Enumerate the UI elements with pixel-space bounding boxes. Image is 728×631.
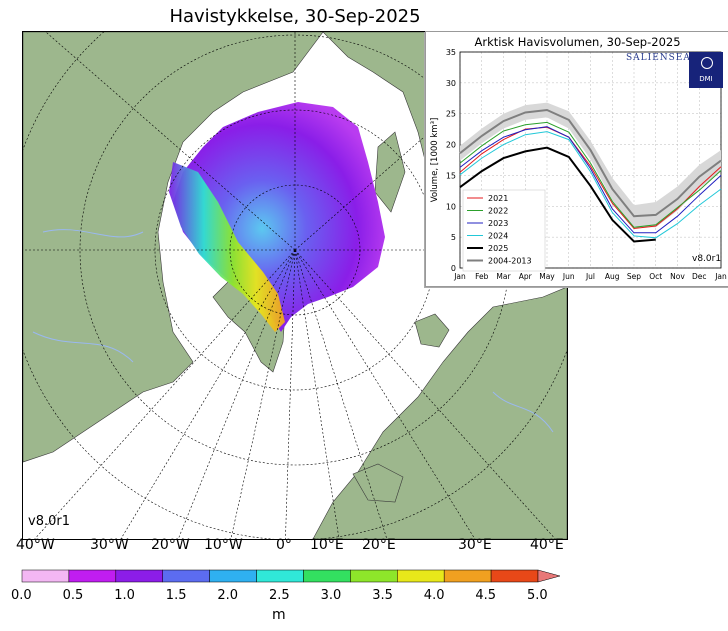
colorbar-cell-3 (162, 569, 210, 583)
x-tick-label: Mar (496, 272, 511, 281)
volume-inset-chart: Arktisk Havisvolumen, 30-Sep-2025 0 5 10 15… (425, 31, 728, 287)
legend-label-2022: 2022 (488, 207, 508, 216)
colorbar-tick-label: 2.5 (269, 588, 290, 603)
x-tick-label: Jan (714, 272, 727, 281)
map-title: Havistykkelse, 30-Sep-2025 (169, 6, 421, 27)
colorbar-tick-label: 1.0 (114, 588, 135, 603)
x-tick-label: Jul (585, 272, 595, 281)
lon-label-10e: 10°E (310, 537, 344, 553)
colorbar-tick-label: 1.5 (165, 588, 187, 603)
lon-label-40e: 40°E (530, 537, 564, 553)
sea-ice-field (169, 102, 385, 332)
lon-label-10w: 10°W (204, 537, 243, 553)
colorbar-cell-1 (68, 569, 117, 583)
inset-title: Arktisk Havisvolumen, 30-Sep-2025 (474, 35, 681, 49)
lon-label-30w: 30°W (90, 537, 129, 553)
colorbar-tick-label: 4.0 (423, 588, 445, 603)
legend-label-2023: 2023 (488, 219, 508, 228)
x-tick-label: Oct (649, 272, 662, 281)
series-line-2021 (459, 126, 722, 230)
land-svalbard (414, 313, 450, 348)
colorbar-cell-0 (21, 569, 70, 583)
x-tick-label: Aug (605, 272, 620, 281)
colorbar-tick-label: 3.0 (320, 588, 342, 603)
series-line-2025 (459, 146, 656, 243)
x-tick-label: Nov (670, 272, 685, 281)
x-tick-label: Jun (562, 272, 575, 281)
land-canada (23, 32, 324, 463)
x-tick-label: Apr (519, 272, 533, 281)
legend-label-2021: 2021 (488, 194, 508, 203)
colorbar-cell-5 (256, 569, 304, 583)
y-tick-label: 30 (446, 79, 456, 88)
series-line-2004-2013 (459, 108, 722, 218)
x-tick-label: Dec (692, 272, 707, 281)
y-tick-label: 20 (446, 141, 456, 150)
y-tick-label: 10 (446, 202, 456, 211)
y-tick-label: 5 (451, 233, 456, 242)
y-tick-label: 35 (446, 48, 456, 57)
land-iceland (352, 463, 404, 503)
map-version-label: v8.0r1 (28, 514, 70, 529)
legend-label-2024: 2024 (488, 232, 508, 241)
series-line-2024 (459, 131, 722, 239)
x-tick-label: Sep (627, 272, 641, 281)
lon-label-30e: 30°E (458, 537, 492, 553)
x-tick-label: May (539, 272, 555, 281)
colorbar (21, 569, 561, 583)
y-tick-label: 15 (446, 171, 456, 180)
x-tick-label: Jan (453, 272, 466, 281)
dmi-crown-icon (701, 57, 713, 69)
y-axis-label: Volume, [1000 km³] (430, 118, 440, 203)
lon-label-40w: 40°W (16, 537, 55, 553)
series-line-2022 (459, 121, 722, 228)
colorbar-unit: m (272, 607, 286, 623)
legend-label-2004-2013: 2004-2013 (488, 257, 532, 266)
colorbar-tick-label: 5.0 (527, 588, 548, 603)
colorbar-cell-4 (209, 569, 257, 583)
dmi-logo: DMI (689, 52, 723, 88)
land-novaya-zemlya (374, 131, 406, 213)
colorbar-tick-label: 2.0 (217, 588, 239, 603)
y-tick-label: 0 (451, 264, 456, 273)
colorbar-tick-label: 0.5 (62, 588, 84, 603)
colorbar-tick-label: 0.0 (11, 588, 32, 603)
colorbar-cell-9 (443, 569, 492, 583)
dmi-logo-text: DMI (699, 75, 713, 83)
colorbar-tick-label: 3.5 (372, 588, 393, 603)
series-line-2023 (459, 126, 722, 234)
colorbar-cell-6 (303, 569, 351, 583)
y-tick-label: 25 (446, 110, 456, 119)
x-tick-label: Feb (475, 272, 489, 281)
colorbar-extend (537, 569, 561, 583)
lon-label-0: 0° (276, 537, 292, 553)
lon-label-20e: 20°E (362, 537, 396, 553)
inset-version-label: v8.0r1 (692, 254, 722, 264)
colorbar-cell-10 (490, 569, 539, 583)
legend-label-2025: 2025 (488, 244, 508, 253)
colorbar-cell-2 (115, 569, 163, 583)
colorbar-tick-label: 4.5 (475, 588, 497, 603)
legend-box (462, 189, 546, 272)
colorbar-cell-7 (350, 569, 398, 583)
colorbar-cell-8 (397, 569, 445, 583)
lon-label-20w: 20°W (151, 537, 190, 553)
salienseas-logo: SALIENSEAS (626, 53, 699, 63)
